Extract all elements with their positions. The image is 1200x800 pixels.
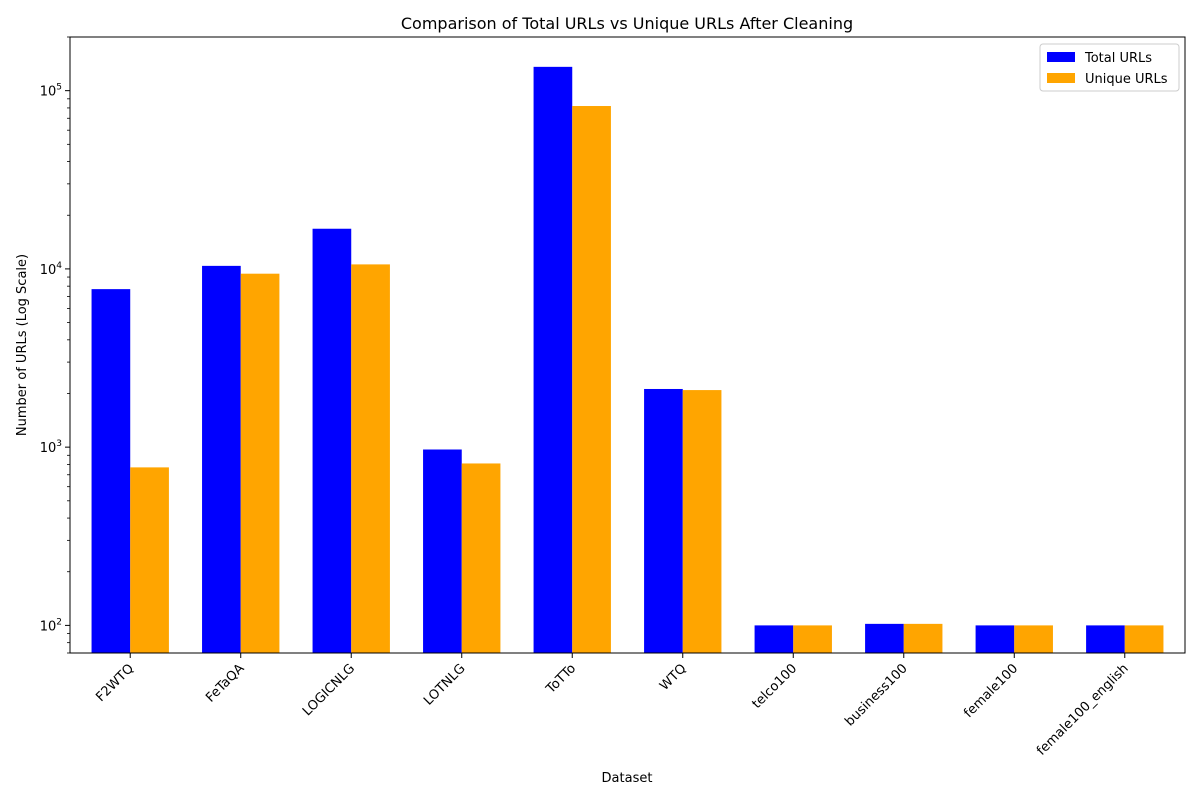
bar-total-LOGICNLG xyxy=(312,228,352,654)
bar-unique-business100 xyxy=(903,623,943,653)
legend-label-total: Total URLs xyxy=(1084,51,1152,66)
bar-total-ToTTo xyxy=(533,66,573,654)
y-tick-label: 104 xyxy=(40,261,63,278)
bar-total-F2WTQ xyxy=(91,289,131,653)
bar-unique-female100_english xyxy=(1124,625,1164,653)
y-tick-label: 102 xyxy=(40,617,62,634)
bar-unique-F2WTQ xyxy=(130,467,169,653)
bar-unique-ToTTo xyxy=(572,106,611,653)
x-axis-label: Dataset xyxy=(602,771,653,786)
bar-unique-female100 xyxy=(1014,625,1053,653)
bar-unique-LOTNLG xyxy=(461,463,501,653)
y-axis-label: Number of URLs (Log Scale) xyxy=(15,254,30,436)
bar-total-female100_english xyxy=(1086,625,1125,653)
bar-total-female100 xyxy=(975,625,1015,653)
y-tick-label: 103 xyxy=(40,439,62,456)
plot-frame xyxy=(69,36,1186,654)
bar-total-telco100 xyxy=(754,625,794,653)
bar-unique-WTQ xyxy=(682,390,722,653)
legend-swatch-total xyxy=(1047,52,1075,62)
bar-unique-LOGICNLG xyxy=(351,264,390,653)
bar-unique-telco100 xyxy=(793,625,832,653)
bar-total-WTQ xyxy=(644,388,683,653)
legend: Total URLs Unique URLs xyxy=(1039,43,1180,92)
y-axis: 102 103 104 105 xyxy=(40,36,70,654)
bar-total-LOTNLG xyxy=(423,449,462,653)
legend-swatch-unique xyxy=(1047,73,1075,83)
y-tick-label: 105 xyxy=(40,83,62,100)
legend-label-unique: Unique URLs xyxy=(1085,72,1168,87)
bar-unique-FeTaQA xyxy=(240,273,280,653)
chart-title: Comparison of Total URLs vs Unique URLs … xyxy=(401,14,853,33)
bar-total-business100 xyxy=(865,623,904,653)
plot-marks xyxy=(91,66,1164,654)
bar-total-FeTaQA xyxy=(202,265,241,653)
